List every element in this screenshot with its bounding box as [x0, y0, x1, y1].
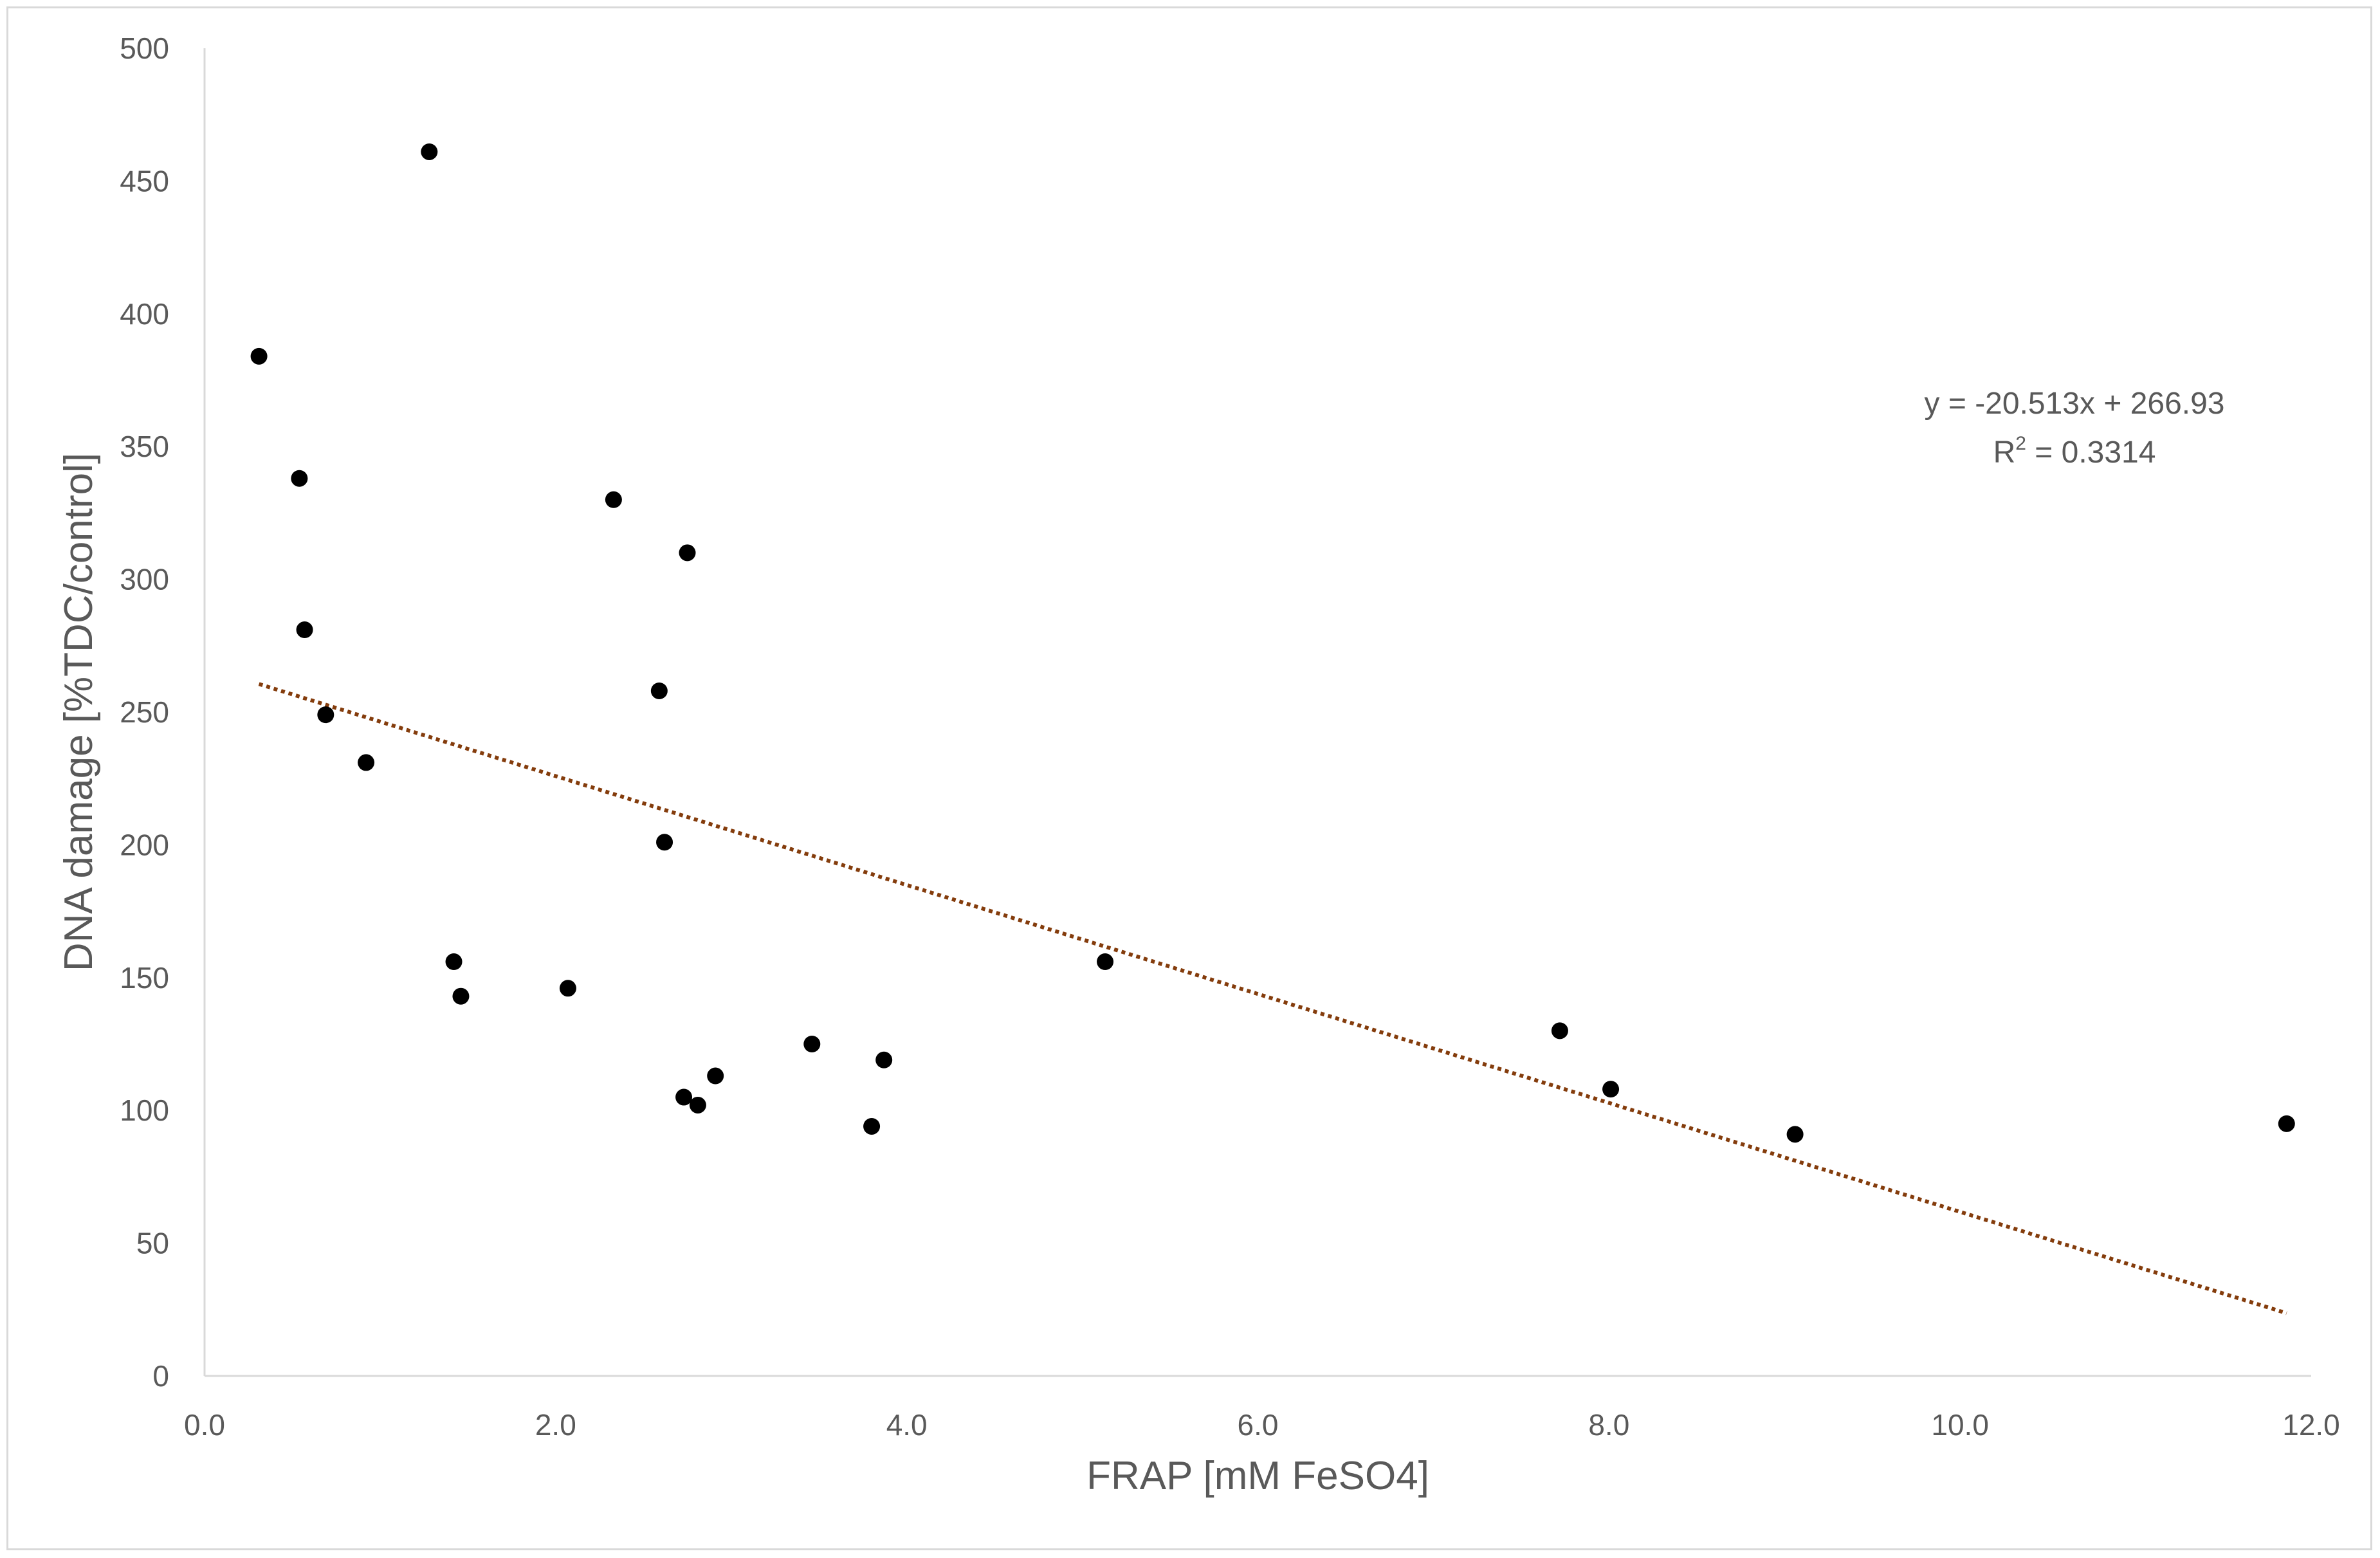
- y-axis-title: DNA damage [%TDC/control]: [57, 453, 101, 971]
- y-tick-label: 0: [152, 1359, 169, 1393]
- data-point: [1786, 1126, 1804, 1143]
- r-squared-symbol: R: [1993, 435, 2016, 470]
- y-tick-label: 150: [120, 961, 169, 994]
- axes: [203, 48, 2311, 1377]
- scatter-chart: 0 50 100 150 200 250 300 350 400 450 500 0.0 2.0 4.0…: [57, 32, 2340, 1498]
- chart-area: 0 50 100 150 200 250 300 350 400 450 500 0.0 2.0 4.0…: [6, 6, 2372, 1550]
- data-point: [656, 834, 673, 851]
- data-point: [875, 1051, 893, 1068]
- data-point: [1602, 1081, 1620, 1098]
- y-axis-tick-labels: 0 50 100 150 200 250 300 350 400 450 500: [120, 32, 169, 1393]
- data-point: [1097, 953, 1114, 971]
- data-point: [291, 470, 308, 487]
- trendline-equation: y = -20.513x + 266.93: [1924, 387, 2224, 421]
- data-point: [445, 953, 462, 971]
- data-point: [559, 980, 576, 997]
- data-point: [689, 1096, 706, 1114]
- data-point: [679, 544, 696, 562]
- r-squared-superscript: 2: [2015, 433, 2026, 454]
- x-tick-label: 10.0: [1931, 1408, 1989, 1442]
- x-tick-label: 12.0: [2282, 1408, 2340, 1442]
- data-point: [358, 754, 375, 771]
- data-point: [250, 347, 268, 365]
- x-tick-label: 8.0: [1588, 1408, 1629, 1442]
- data-point: [675, 1088, 693, 1106]
- y-tick-label: 450: [120, 164, 169, 197]
- data-point: [650, 682, 668, 699]
- data-point: [421, 143, 438, 160]
- data-point: [2278, 1115, 2295, 1132]
- data-point: [1551, 1022, 1568, 1040]
- y-tick-label: 200: [120, 828, 169, 861]
- x-tick-label: 0.0: [184, 1408, 225, 1442]
- y-tick-label: 50: [136, 1227, 169, 1260]
- y-tick-label: 400: [120, 297, 169, 331]
- trendline: [258, 682, 2287, 1315]
- r-squared-value: = 0.3314: [2026, 435, 2156, 470]
- x-tick-label: 6.0: [1238, 1408, 1279, 1442]
- y-tick-label: 500: [120, 32, 169, 65]
- data-points: [250, 143, 2295, 1143]
- data-point: [707, 1067, 724, 1085]
- trendline-r-squared: R2 = 0.3314: [1993, 433, 2156, 470]
- data-point: [863, 1117, 881, 1135]
- x-tick-label: 2.0: [535, 1408, 576, 1442]
- y-tick-label: 250: [120, 695, 169, 729]
- y-tick-label: 100: [120, 1094, 169, 1127]
- x-axis-tick-labels: 0.0 2.0 4.0 6.0 8.0 10.0 12.0: [184, 1408, 2340, 1442]
- x-tick-label: 4.0: [886, 1408, 928, 1442]
- data-point: [605, 491, 622, 508]
- data-point: [296, 621, 313, 639]
- data-point: [317, 706, 334, 724]
- x-axis-title: FRAP [mM FeSO4]: [1086, 1454, 1429, 1498]
- data-point: [803, 1036, 821, 1052]
- y-tick-label: 300: [120, 563, 169, 596]
- data-point: [452, 987, 470, 1005]
- y-tick-label: 350: [120, 430, 169, 463]
